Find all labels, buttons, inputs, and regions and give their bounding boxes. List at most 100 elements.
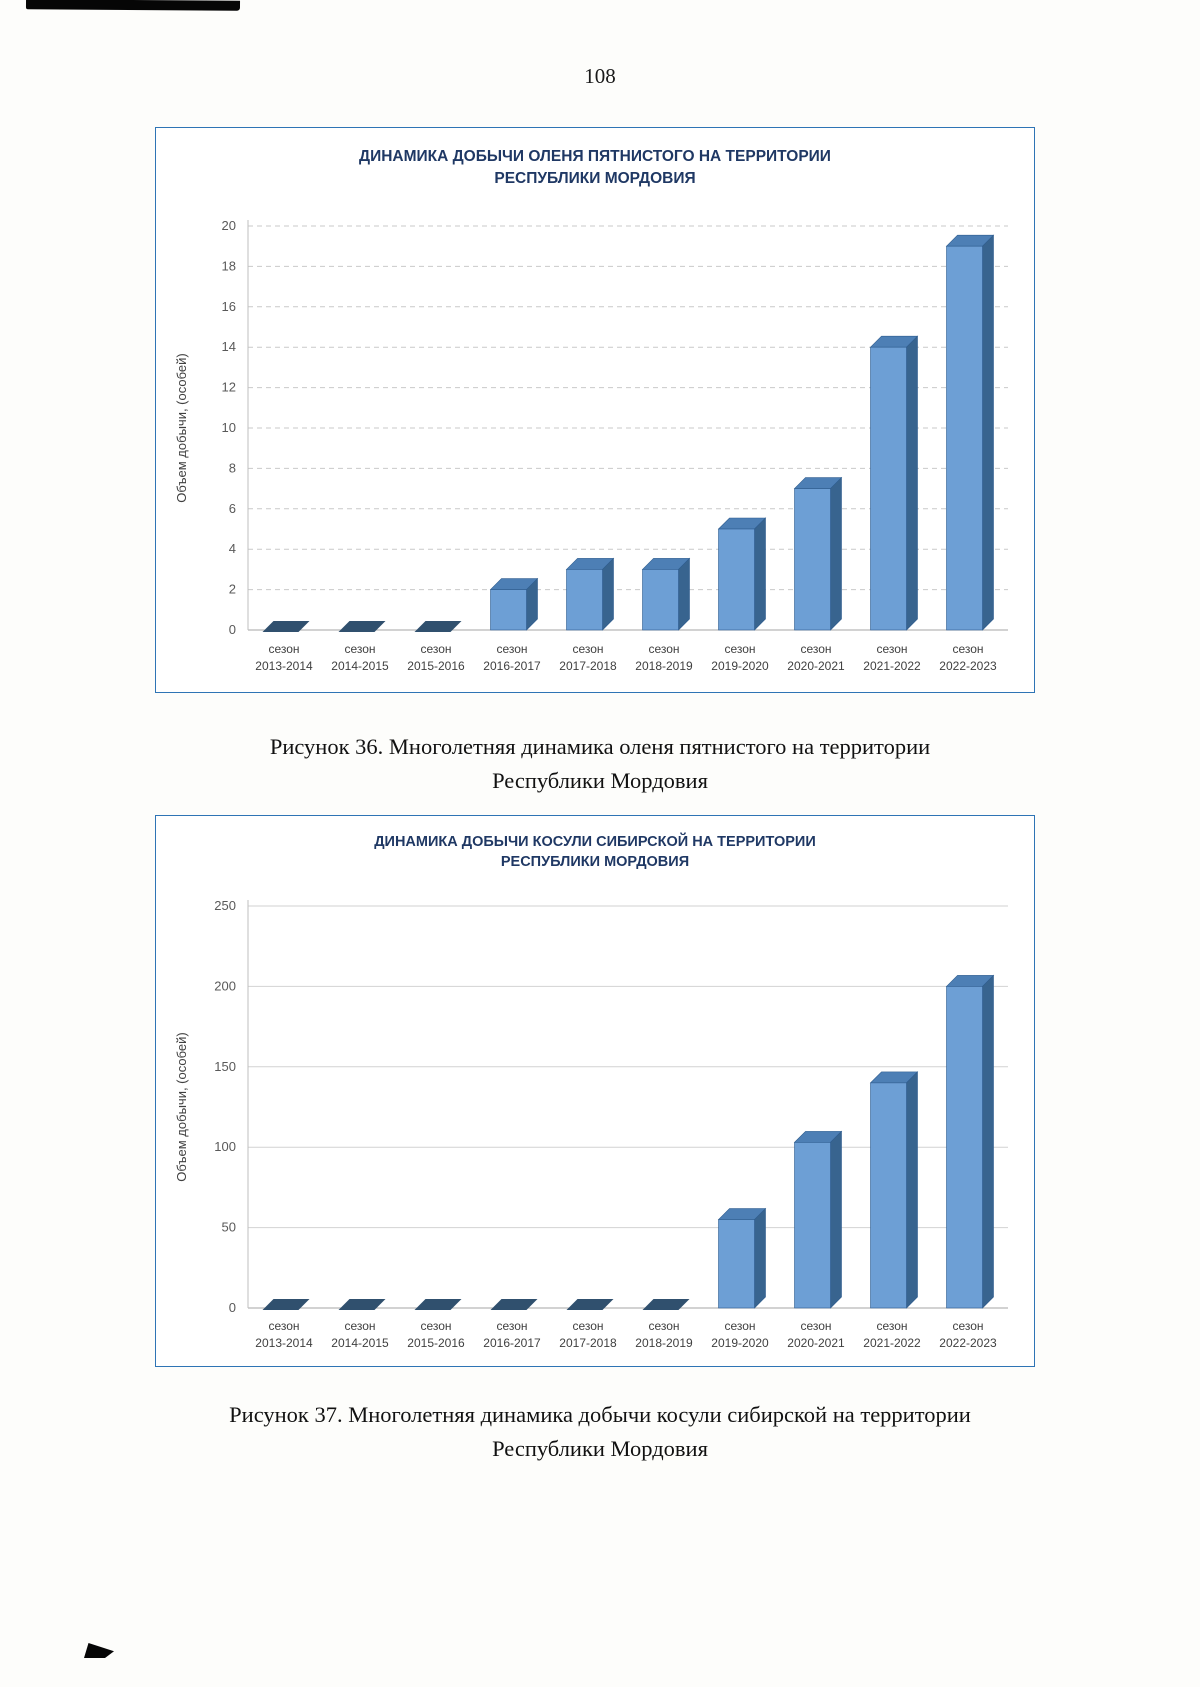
x-tick-label-prefix: сезон [572,1319,603,1333]
x-tick-label-season: 2013-2014 [255,659,313,673]
chart-plot-area: 0 2 4 6 8 10 12 14 16 18 20 Объем добычи, (особей) с… [168,210,1018,687]
y-tick-label: 150 [214,1059,236,1074]
x-tick-label-prefix: сезон [724,1319,755,1333]
bar [718,528,755,631]
y-tick-label: 0 [229,622,236,637]
caption-line1: Рисунок 36. Многолетняя динамика оленя п… [269,734,931,759]
bar-side-face [678,557,690,631]
x-tick-label-prefix: сезон [496,642,527,656]
x-tick-label-prefix: сезон [648,1319,679,1333]
scan-artifact-top [25,0,241,11]
bar-side-face [754,517,766,631]
x-tick-label-season: 2015-2016 [407,659,465,673]
x-tick-label-season: 2021-2022 [863,1336,921,1350]
zero-value-mark [338,621,386,632]
bar-side-face [602,557,614,631]
y-tick-label: 14 [222,339,236,354]
bar [946,986,983,1309]
scan-artifact-bottom [84,1643,114,1658]
zero-value-mark [642,1299,690,1310]
bar-side-face [830,476,842,631]
x-tick-label-prefix: сезон [648,642,679,656]
y-tick-label: 16 [222,299,236,314]
bar-side-face [982,974,994,1309]
zero-value-mark [490,1299,538,1310]
x-tick-label-season: 2019-2020 [711,659,769,673]
bar [870,346,907,631]
y-tick-label: 8 [229,460,236,475]
x-tick-label-season: 2019-2020 [711,1336,769,1350]
y-tick-label: 250 [214,898,236,913]
y-tick-label: 12 [222,380,236,395]
chart-title-line1: ДИНАМИКА ДОБЫЧИ КОСУЛИ СИБИРСКОЙ НА ТЕРР… [374,834,816,850]
zero-value-mark [262,1299,310,1310]
y-tick-label: 50 [222,1220,236,1235]
x-tick-label-prefix: сезон [420,1319,451,1333]
x-tick-label-prefix: сезон [952,642,983,656]
x-tick-label-prefix: сезон [876,642,907,656]
x-tick-label-prefix: сезон [344,642,375,656]
chart-canvas-sika-deer: 0 2 4 6 8 10 12 14 16 18 20 Объем добычи, (особей) с… [174,218,1008,673]
x-tick-label-prefix: сезон [344,1319,375,1333]
y-tick-label: 2 [229,582,236,597]
x-tick-label-prefix: сезон [268,1319,299,1333]
chart-title: ДИНАМИКА ДОБЫЧИ КОСУЛИ СИБИРСКОЙ НА ТЕРР… [156,832,1034,873]
y-tick-label: 4 [229,541,236,556]
chart-title-line2: РЕСПУБЛИКИ МОРДОВИЯ [494,169,696,187]
y-tick-label: 18 [222,258,236,273]
bar [718,1219,755,1309]
x-tick-label-season: 2020-2021 [787,1336,845,1350]
y-tick-label: 0 [229,1300,236,1315]
bar [946,245,983,631]
y-tick-label: 10 [222,420,236,435]
bar [870,1082,907,1309]
bar [566,569,603,631]
x-tick-label-season: 2016-2017 [483,1336,541,1350]
x-tick-label-prefix: сезон [268,642,299,656]
x-tick-label-season: 2018-2019 [635,1336,693,1350]
x-tick-label-season: 2013-2014 [255,1336,313,1350]
x-tick-label-season: 2018-2019 [635,659,693,673]
x-tick-label-prefix: сезон [952,1319,983,1333]
caption-line2: Республики Мордовия [492,1435,708,1461]
chart-title: ДИНАМИКА ДОБЫЧИ ОЛЕНЯ ПЯТНИСТОГО НА ТЕРР… [156,146,1034,189]
bar-side-face [830,1130,842,1309]
figure-caption-37: Рисунок 37. Многолетняя динамика добычи … [0,1398,1200,1466]
chart-plot-area: 0 50 100 150 200 250 Объем добычи, (особей) сез… [168,892,1018,1359]
x-tick-label-season: 2021-2022 [863,659,921,673]
figure-caption-36: Рисунок 36. Многолетняя динамика оленя п… [0,730,1200,798]
zero-value-mark [414,621,462,632]
bar-side-face [906,335,918,631]
x-tick-label-season: 2017-2018 [559,1336,617,1350]
zero-value-mark [414,1299,462,1310]
page-number: 108 [584,64,616,88]
bar-side-face [982,234,994,631]
bar-side-face [754,1207,766,1309]
x-tick-label-prefix: сезон [420,642,451,656]
x-tick-label-season: 2014-2015 [331,1336,389,1350]
x-tick-label-prefix: сезон [724,642,755,656]
bar [490,589,527,631]
x-tick-label-season: 2022-2023 [939,1336,997,1350]
chart-canvas-roe-deer: 0 50 100 150 200 250 Объем добычи, (особей) сез… [174,898,1008,1350]
chart-title-line2: РЕСПУБЛИКИ МОРДОВИЯ [500,854,690,871]
bar [642,569,679,631]
zero-value-mark [566,1299,614,1310]
chart-frame-sika-deer: ДИНАМИКА ДОБЫЧИ ОЛЕНЯ ПЯТНИСТОГО НА ТЕРР… [155,127,1035,693]
y-tick-label: 200 [214,978,236,993]
x-tick-label-prefix: сезон [876,1319,907,1333]
bar [794,1142,831,1309]
zero-value-mark [262,621,310,632]
caption-line1: Рисунок 37. Многолетняя динамика добычи … [229,1402,971,1427]
x-tick-label-prefix: сезон [572,642,603,656]
caption-line2: Республики Мордовия [492,767,708,793]
y-tick-label: 100 [214,1139,236,1154]
x-tick-label-season: 2022-2023 [939,659,997,673]
zero-value-mark [338,1299,386,1310]
x-tick-label-prefix: сезон [800,642,831,656]
x-tick-label-season: 2017-2018 [559,659,617,673]
y-axis-title: Объем добычи, (особей) [174,1032,189,1181]
bar-side-face [906,1071,918,1309]
chart-frame-roe-deer: ДИНАМИКА ДОБЫЧИ КОСУЛИ СИБИРСКОЙ НА ТЕРР… [155,815,1035,1367]
